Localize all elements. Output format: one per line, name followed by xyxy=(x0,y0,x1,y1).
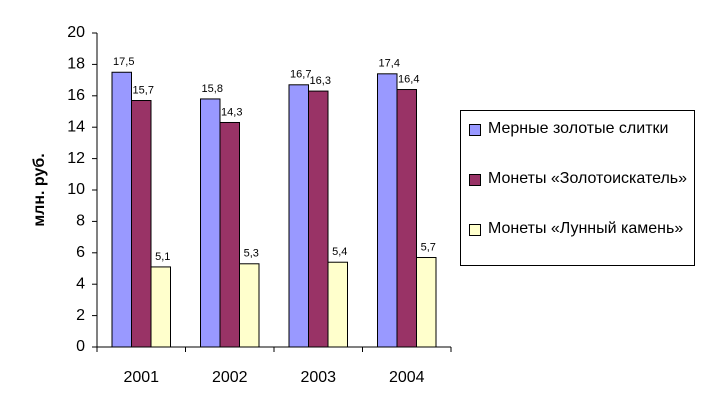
x-tick-label: 2003 xyxy=(300,369,336,386)
value-label: 17,5 xyxy=(113,56,134,68)
legend-label: Монеты «Золотоискатель» xyxy=(488,170,688,187)
y-tick-label: 2 xyxy=(76,307,85,324)
y-tick-label: 10 xyxy=(67,181,85,198)
bar xyxy=(377,73,398,348)
value-label: 14,3 xyxy=(221,106,242,118)
legend-item: Монеты «Золотоискатель» xyxy=(469,169,691,189)
y-tick-label: 18 xyxy=(67,56,85,73)
bar xyxy=(327,261,348,348)
y-tick-label: 20 xyxy=(67,24,85,41)
y-tick-label: 14 xyxy=(67,118,85,135)
x-tick-label: 2004 xyxy=(389,369,425,386)
bar xyxy=(239,263,260,348)
legend-swatch xyxy=(469,174,481,186)
bar xyxy=(111,71,132,348)
y-axis-label: млн. руб. xyxy=(31,153,48,226)
value-label: 5,7 xyxy=(421,241,436,253)
legend: Мерные золотые слитки Монеты «Золотоискат… xyxy=(460,110,695,266)
bar xyxy=(308,90,329,348)
value-label: 5,1 xyxy=(155,251,170,263)
bar xyxy=(200,98,221,348)
bar xyxy=(288,84,309,348)
y-tick-label: 16 xyxy=(67,87,85,104)
value-label: 15,8 xyxy=(202,83,223,95)
x-tick-label: 2002 xyxy=(212,369,248,386)
value-label: 15,7 xyxy=(133,84,154,96)
x-tick-label: 2001 xyxy=(123,369,159,386)
legend-label: Монеты «Лунный камень» xyxy=(488,220,684,237)
bar xyxy=(396,89,417,348)
bar xyxy=(150,266,171,348)
value-label: 17,4 xyxy=(379,58,400,70)
legend-swatch xyxy=(469,124,481,136)
value-label: 5,3 xyxy=(244,248,259,260)
y-tick-label: 8 xyxy=(76,213,85,230)
bar xyxy=(131,100,152,348)
value-label: 16,7 xyxy=(290,69,311,81)
legend-label: Мерные золотые слитки xyxy=(488,120,669,137)
y-tick-label: 4 xyxy=(76,275,85,292)
legend-swatch xyxy=(469,224,481,236)
value-label: 5,4 xyxy=(332,246,347,258)
y-tick-label: 0 xyxy=(76,338,85,355)
y-tick-label: 6 xyxy=(76,244,85,261)
bar xyxy=(219,121,240,348)
bar xyxy=(416,257,437,348)
legend-item: Мерные золотые слитки xyxy=(469,119,691,139)
value-label: 16,4 xyxy=(398,73,419,85)
legend-item: Монеты «Лунный камень» xyxy=(469,219,691,239)
value-label: 16,3 xyxy=(310,75,331,87)
y-tick-label: 12 xyxy=(67,150,85,167)
